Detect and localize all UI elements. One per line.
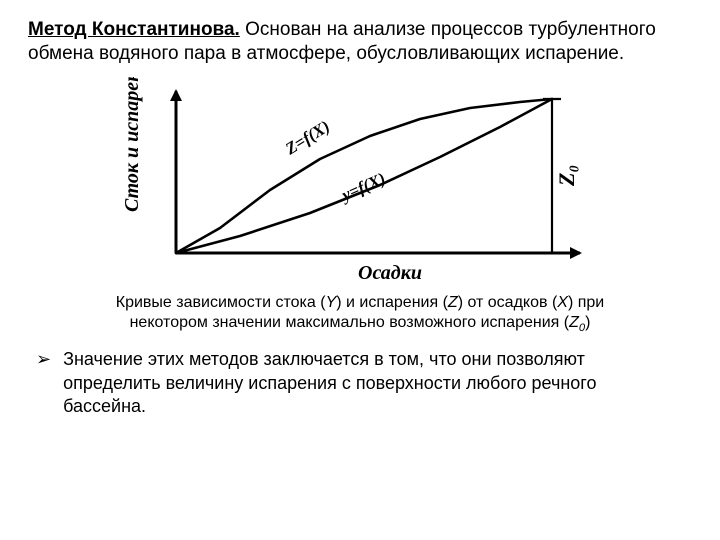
caption-part: ) и испарения (	[336, 294, 448, 311]
chart-caption: Кривые зависимости стока (Y) и испарения…	[88, 293, 632, 337]
caption-var-y: Y	[326, 294, 337, 311]
svg-text:Осадки: Осадки	[358, 262, 422, 284]
chart-svg: Сток и испарениеОсадкиZ=f(X)y=f(X)Z₀	[90, 77, 630, 287]
caption-var-z0: Z	[569, 314, 579, 331]
bullet-icon: ➢	[36, 348, 63, 418]
caption-var-z: Z	[448, 294, 458, 311]
title-block: Метод Константинова. Основан на анализе …	[28, 18, 692, 67]
svg-text:Z₀: Z₀	[554, 165, 579, 187]
caption-var-x: X	[557, 294, 568, 311]
caption-part: Кривые зависимости стока (	[116, 294, 326, 311]
caption-part: )	[585, 314, 590, 331]
title-heading: Метод Константинова.	[28, 19, 240, 40]
bullet-paragraph: ➢ Значение этих методов заключается в то…	[36, 348, 684, 418]
caption-part: ) от осадков (	[458, 294, 558, 311]
chart-container: Сток и испарениеОсадкиZ=f(X)y=f(X)Z₀	[90, 77, 630, 287]
svg-text:Сток и испарение: Сток и испарение	[121, 77, 143, 212]
bullet-text: Значение этих методов заключается в том,…	[63, 348, 684, 418]
